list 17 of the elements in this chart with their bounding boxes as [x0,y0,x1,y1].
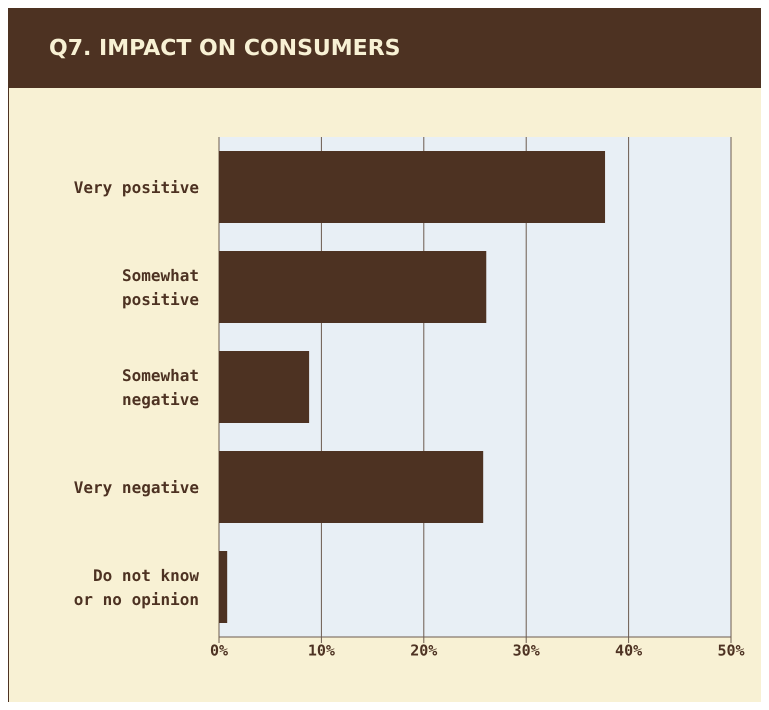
bar [219,151,606,223]
x-tick-label: 20% [410,642,438,660]
x-tick-label: 0% [210,642,228,660]
x-tick-label: 30% [512,642,540,660]
x-tick-label: 50% [717,642,745,660]
y-tick-label: Somewhat positive [122,266,199,308]
y-tick-label: Somewhat negative [122,366,199,408]
bar [219,551,228,623]
y-tick-label: Very negative [74,478,199,496]
chart-title: Q7. IMPACT ON CONSUMERS [9,8,761,88]
y-tick-label: Do not know or no opinion [74,566,200,608]
bar [219,451,484,523]
x-tick-label: 40% [615,642,642,660]
bar [219,351,310,423]
bar [219,251,486,323]
x-tick-label: 10% [308,642,335,660]
y-tick-label: Very positive [74,178,199,196]
